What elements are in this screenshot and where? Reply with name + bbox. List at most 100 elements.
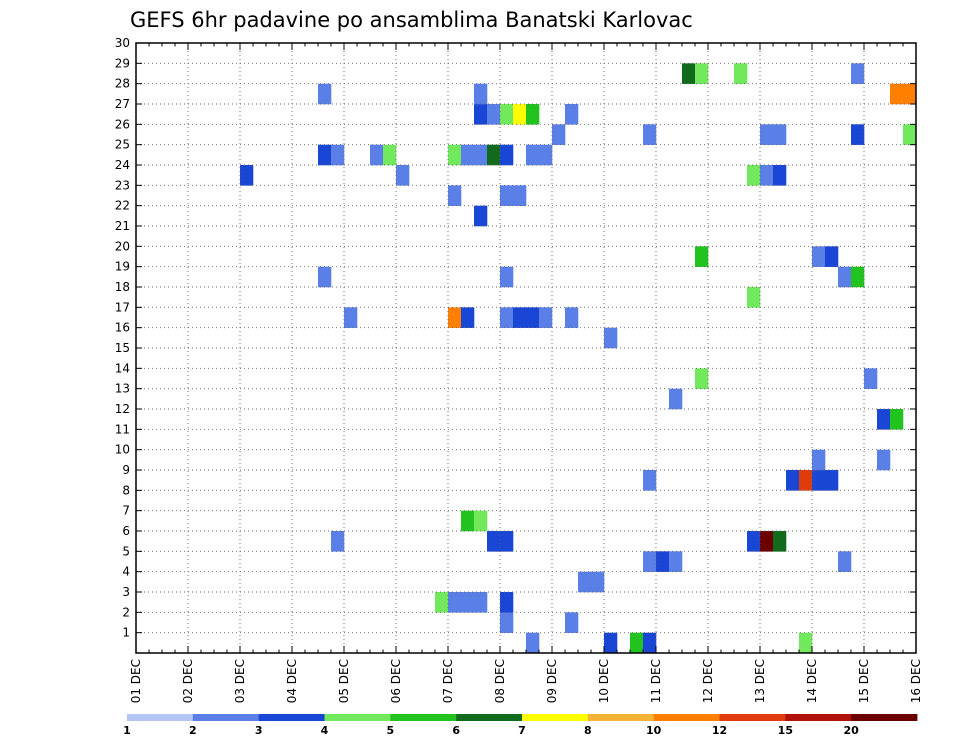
x-label-5: 06 DEC <box>389 659 403 703</box>
cell-46 <box>565 307 579 328</box>
cell-54 <box>825 246 839 267</box>
cell-58 <box>513 185 527 206</box>
colorbar-label-4: 4 <box>321 724 329 737</box>
x-axis-labels: 01 DEC 02 DEC 03 DEC 04 DEC 05 DEC 06 DEC 07 D… <box>129 659 923 703</box>
cell-70 <box>474 144 488 166</box>
colorbar-swatch-11 <box>851 714 918 721</box>
cell-26 <box>643 470 657 491</box>
cell-52 <box>695 246 709 267</box>
y-label-11: 11 <box>115 422 130 436</box>
cell-29 <box>812 470 826 491</box>
cell-82 <box>487 104 501 125</box>
cell-16 <box>669 551 683 572</box>
cell-78 <box>773 124 787 145</box>
y-label-17: 17 <box>115 300 130 314</box>
y-label-2: 2 <box>122 605 130 619</box>
x-label-14: 15 DEC <box>857 659 871 703</box>
cell-89 <box>890 83 904 105</box>
cell-81 <box>474 104 488 125</box>
y-axis-labels: 1234567891011121314151617181920212223242… <box>115 36 130 640</box>
cell-32 <box>877 449 891 471</box>
cell-3 <box>643 632 657 654</box>
y-label-3: 3 <box>122 585 130 599</box>
cell-77 <box>760 124 774 145</box>
y-label-15: 15 <box>115 341 130 355</box>
grid-lines <box>136 43 916 653</box>
cell-7 <box>435 592 449 613</box>
cell-39 <box>344 307 358 328</box>
y-label-6: 6 <box>122 524 130 538</box>
cell-85 <box>526 104 540 125</box>
cell-2 <box>630 632 644 654</box>
x-label-7: 08 DEC <box>493 659 507 703</box>
x-label-9: 10 DEC <box>597 659 611 703</box>
x-label-10: 11 DEC <box>649 659 663 703</box>
colorbar-swatch-2 <box>258 714 325 721</box>
cell-43 <box>513 307 527 328</box>
y-label-7: 7 <box>122 504 130 518</box>
cell-69 <box>461 144 475 166</box>
cell-84 <box>513 104 527 125</box>
cell-14 <box>643 551 657 572</box>
cell-92 <box>695 63 709 84</box>
cell-18 <box>331 531 345 552</box>
y-label-12: 12 <box>115 402 130 416</box>
y-label-1: 1 <box>122 626 130 640</box>
cell-17 <box>838 551 852 572</box>
cell-20 <box>500 531 514 552</box>
cell-88 <box>474 83 488 105</box>
cell-19 <box>487 531 501 552</box>
x-label-13: 14 DEC <box>805 659 819 703</box>
cell-94 <box>851 63 865 84</box>
cell-71 <box>487 144 501 166</box>
colorbar-swatch-5 <box>456 714 523 721</box>
y-label-10: 10 <box>115 443 130 457</box>
cell-27 <box>786 470 800 491</box>
cell-34 <box>890 409 904 430</box>
y-label-27: 27 <box>115 97 130 111</box>
colorbar: 1 2 3 4 5 6 7 8 10 12 15 20 <box>123 714 918 737</box>
y-label-19: 19 <box>115 260 130 274</box>
cell-83 <box>500 104 514 125</box>
y-label-28: 28 <box>115 77 130 91</box>
colorbar-swatch-9 <box>719 714 786 721</box>
y-label-20: 20 <box>115 239 130 253</box>
cell-90 <box>903 83 917 105</box>
cell-44 <box>526 307 540 328</box>
x-label-6: 07 DEC <box>441 659 455 703</box>
colorbar-swatch-10 <box>785 714 852 721</box>
cell-21 <box>747 531 761 552</box>
y-label-14: 14 <box>115 361 130 375</box>
x-label-8: 09 DEC <box>545 659 559 703</box>
x-label-11: 12 DEC <box>701 659 715 703</box>
cell-8 <box>448 592 462 613</box>
cell-15 <box>656 551 670 572</box>
cell-60 <box>396 165 410 186</box>
cell-93 <box>734 63 748 84</box>
y-label-16: 16 <box>115 321 130 335</box>
cell-56 <box>448 185 462 206</box>
y-label-13: 13 <box>115 382 130 396</box>
cell-6 <box>565 612 579 633</box>
cell-57 <box>500 185 514 206</box>
cell-13 <box>591 571 605 593</box>
x-label-1: 02 DEC <box>181 659 195 703</box>
cell-50 <box>838 266 852 288</box>
y-label-26: 26 <box>115 117 130 131</box>
y-label-8: 8 <box>122 483 130 497</box>
cell-91 <box>682 63 696 84</box>
cell-87 <box>318 83 332 105</box>
colorbar-label-5: 5 <box>387 724 395 737</box>
y-label-5: 5 <box>122 544 130 558</box>
data-cells <box>240 63 917 654</box>
cell-59 <box>240 165 254 186</box>
colorbar-swatch-4 <box>390 714 457 721</box>
colorbar-swatch-8 <box>653 714 720 721</box>
cell-79 <box>851 124 865 145</box>
colorbar-label-8: 8 <box>584 724 592 737</box>
x-label-0: 01 DEC <box>129 659 143 703</box>
cell-33 <box>877 409 891 430</box>
axis-ticks <box>135 42 917 654</box>
y-label-25: 25 <box>115 138 130 152</box>
